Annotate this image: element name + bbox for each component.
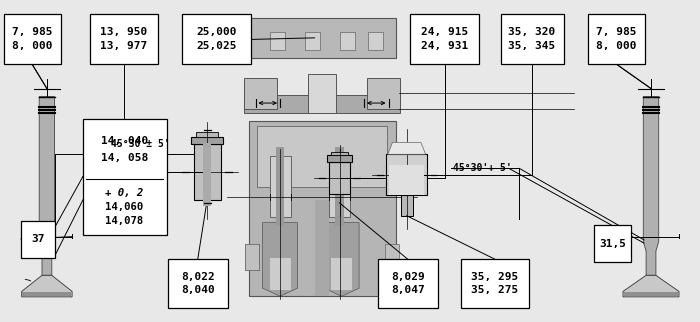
FancyBboxPatch shape <box>385 244 399 270</box>
Text: 13, 977: 13, 977 <box>100 42 148 52</box>
Text: 8, 000: 8, 000 <box>596 42 637 52</box>
FancyBboxPatch shape <box>308 74 336 113</box>
FancyBboxPatch shape <box>329 156 350 217</box>
FancyBboxPatch shape <box>331 258 352 290</box>
Text: 14, 058: 14, 058 <box>101 153 148 163</box>
Text: 45°30'± 5': 45°30'± 5' <box>111 139 169 149</box>
Text: 8,047: 8,047 <box>391 285 425 295</box>
FancyBboxPatch shape <box>378 259 438 308</box>
FancyBboxPatch shape <box>248 121 396 296</box>
FancyBboxPatch shape <box>500 14 564 64</box>
FancyBboxPatch shape <box>244 78 277 109</box>
Text: 14,078: 14,078 <box>106 216 144 226</box>
FancyBboxPatch shape <box>410 14 479 64</box>
FancyBboxPatch shape <box>83 119 167 235</box>
FancyBboxPatch shape <box>90 14 158 64</box>
FancyBboxPatch shape <box>194 144 220 200</box>
FancyBboxPatch shape <box>315 200 329 296</box>
Text: 31,5: 31,5 <box>599 239 626 249</box>
Text: 24, 931: 24, 931 <box>421 42 468 52</box>
Polygon shape <box>624 292 678 296</box>
Text: 37: 37 <box>31 234 45 244</box>
FancyBboxPatch shape <box>270 258 290 290</box>
FancyBboxPatch shape <box>331 152 348 156</box>
Text: 13, 950: 13, 950 <box>100 27 148 37</box>
FancyBboxPatch shape <box>21 221 55 258</box>
FancyBboxPatch shape <box>196 132 218 137</box>
Polygon shape <box>22 292 71 296</box>
Text: 8,022: 8,022 <box>181 271 215 282</box>
Text: 35, 320: 35, 320 <box>508 27 556 37</box>
Text: 8, 000: 8, 000 <box>12 42 52 52</box>
Text: 24, 915: 24, 915 <box>421 27 468 37</box>
FancyBboxPatch shape <box>168 259 228 308</box>
FancyBboxPatch shape <box>203 143 211 206</box>
Text: + 0, 2: + 0, 2 <box>106 188 144 198</box>
Polygon shape <box>22 275 72 297</box>
FancyBboxPatch shape <box>270 156 290 217</box>
FancyBboxPatch shape <box>594 225 631 262</box>
FancyBboxPatch shape <box>244 95 400 113</box>
FancyBboxPatch shape <box>368 32 383 50</box>
Text: 35, 345: 35, 345 <box>508 42 556 52</box>
FancyBboxPatch shape <box>400 195 413 216</box>
FancyBboxPatch shape <box>367 78 400 109</box>
Text: 14, 040: 14, 040 <box>101 136 148 146</box>
FancyBboxPatch shape <box>182 14 251 64</box>
Polygon shape <box>388 142 426 154</box>
Text: 25,000: 25,000 <box>196 27 237 37</box>
Polygon shape <box>39 97 55 275</box>
FancyBboxPatch shape <box>245 244 259 270</box>
Text: 7, 985: 7, 985 <box>12 27 52 37</box>
Text: 35, 275: 35, 275 <box>471 285 519 295</box>
FancyBboxPatch shape <box>191 137 223 144</box>
FancyBboxPatch shape <box>245 244 259 270</box>
FancyBboxPatch shape <box>588 14 645 64</box>
Text: 14,060: 14,060 <box>106 202 144 212</box>
FancyBboxPatch shape <box>386 154 427 195</box>
Polygon shape <box>643 97 659 275</box>
Text: 8,029: 8,029 <box>391 271 425 282</box>
Text: 8,040: 8,040 <box>181 285 215 295</box>
FancyBboxPatch shape <box>304 32 320 50</box>
FancyBboxPatch shape <box>389 166 424 195</box>
Polygon shape <box>324 223 359 296</box>
Text: 25,025: 25,025 <box>196 42 237 52</box>
FancyBboxPatch shape <box>327 156 352 162</box>
FancyBboxPatch shape <box>248 18 396 58</box>
Text: 7, 985: 7, 985 <box>596 27 637 37</box>
Polygon shape <box>262 223 298 296</box>
Text: 35, 295: 35, 295 <box>471 271 519 282</box>
FancyBboxPatch shape <box>270 32 285 50</box>
Polygon shape <box>623 275 679 297</box>
FancyBboxPatch shape <box>257 126 387 187</box>
FancyBboxPatch shape <box>335 147 344 226</box>
FancyBboxPatch shape <box>276 147 284 226</box>
FancyBboxPatch shape <box>4 14 61 64</box>
FancyBboxPatch shape <box>340 32 355 50</box>
FancyBboxPatch shape <box>461 259 529 308</box>
FancyBboxPatch shape <box>329 162 350 194</box>
Text: 45°30'+ 5': 45°30'+ 5' <box>453 163 512 174</box>
